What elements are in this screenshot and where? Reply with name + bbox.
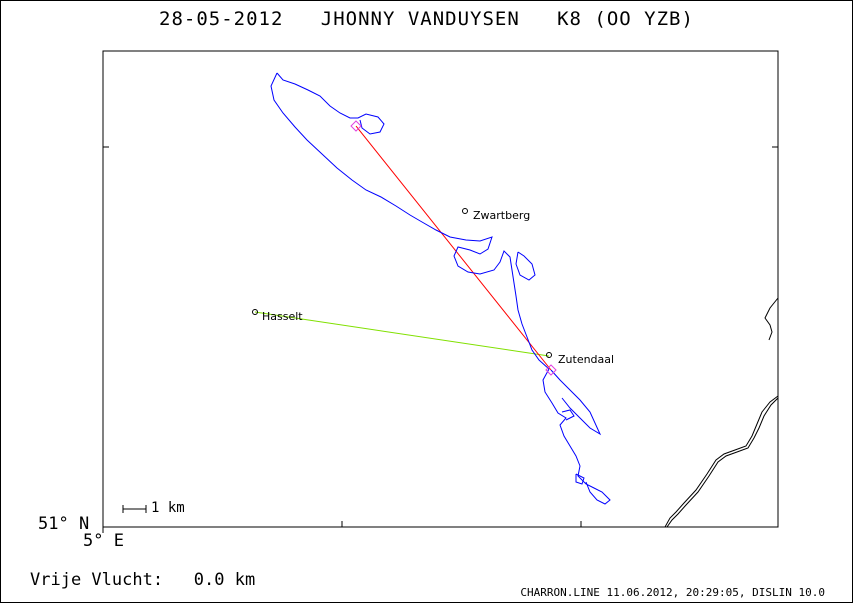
- free-flight-line: [254, 311, 550, 357]
- latitude-label: 51° N: [38, 514, 90, 534]
- flight-track: [270, 72, 611, 505]
- flight-date: 28-05-2012: [159, 8, 284, 30]
- place-markers: [252, 208, 552, 358]
- finish-point-marker: [545, 364, 557, 376]
- country-border: [664, 297, 779, 528]
- place-label-hasselt: Hasselt: [262, 310, 303, 323]
- pilot-name: JHONNY VANDUYSEN: [320, 8, 520, 30]
- start-point-marker: [350, 120, 362, 132]
- distance-value: 0.0 km: [193, 570, 256, 590]
- declared-task-line: [355, 125, 552, 371]
- scale-bar: [122, 505, 147, 513]
- hasselt-marker: [252, 309, 258, 315]
- place-label-zwartberg: Zwartberg: [473, 209, 531, 222]
- place-label-zutendaal: Zutendaal: [558, 353, 615, 366]
- free-flight-distance: Vrije Vlucht: 0.0 km: [30, 570, 255, 590]
- map-frame: [102, 50, 779, 528]
- software-credit: CHARRON.LINE 11.06.2012, 20:29:05, DISLI…: [520, 586, 825, 599]
- distance-label: Vrije Vlucht:: [30, 570, 164, 590]
- turnpoint-markers: [350, 120, 557, 376]
- chart-title: 28-05-2012 JHONNY VANDUYSEN K8 (OO YZB): [0, 8, 853, 30]
- zutendaal-marker: [546, 352, 552, 358]
- scale-label: 1 km: [151, 500, 185, 516]
- glider-id: K8 (OO YZB): [557, 8, 694, 30]
- axis-ticks: [102, 146, 778, 533]
- longitude-label: 5° E: [83, 531, 124, 551]
- zwartberg-marker: [462, 208, 468, 214]
